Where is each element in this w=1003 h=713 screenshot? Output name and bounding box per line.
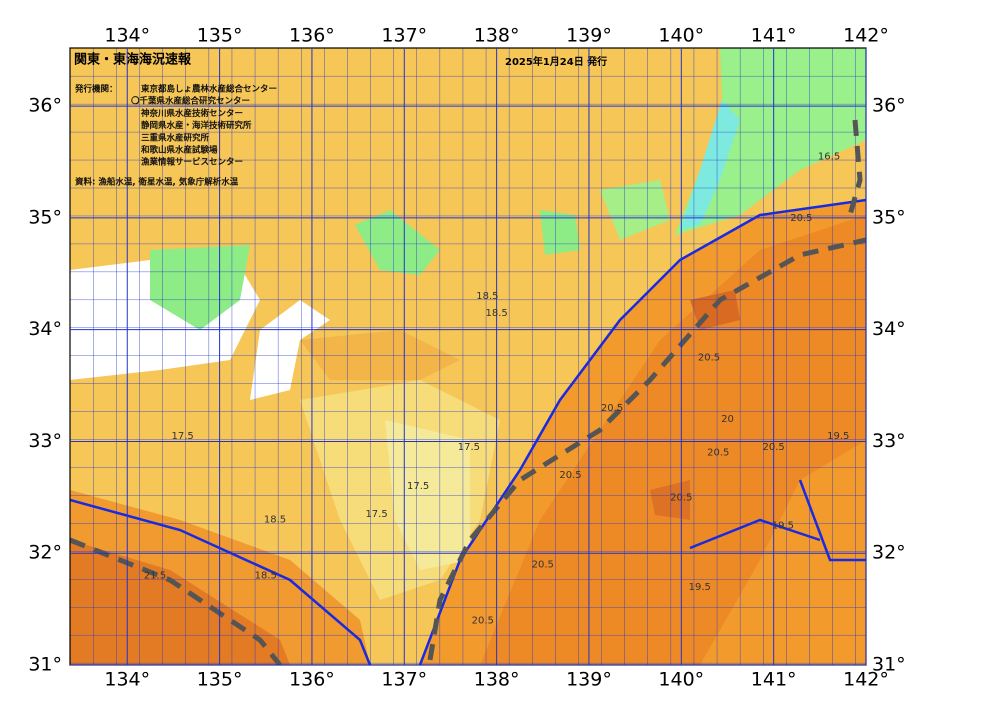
credits-label: 発行機関： — [74, 84, 118, 95]
contour-label: 20.5 — [670, 492, 692, 503]
contour-label: 20 — [721, 414, 734, 425]
lon-label: 136° — [289, 669, 335, 691]
contour-label: 20.5 — [559, 470, 581, 481]
lon-label: 135° — [197, 669, 243, 691]
contour-label: 18.5 — [264, 515, 286, 526]
lon-label: 137° — [381, 669, 427, 691]
contour-label: 17.5 — [172, 431, 194, 442]
lat-label: 36° — [28, 95, 62, 117]
lon-label: 138° — [474, 669, 520, 691]
agency: 和歌山県水産試験場 — [141, 145, 218, 156]
contour-label: 16.5 — [818, 151, 840, 162]
lon-label: 136° — [289, 25, 335, 47]
lat-label: 36° — [872, 95, 906, 117]
lon-label: 141° — [751, 25, 797, 47]
issue-date: 2025年1月24日 発行 — [505, 55, 607, 68]
lon-label: 140° — [658, 25, 704, 47]
lat-label: 33° — [872, 430, 906, 452]
lon-label: 139° — [566, 669, 612, 691]
contour-label: 20.5 — [763, 442, 785, 453]
contour-label: 18.5 — [255, 571, 277, 582]
lat-label: 32° — [28, 542, 62, 564]
lon-label: 142° — [843, 25, 889, 47]
lat-label: 34° — [28, 318, 62, 340]
lon-label: 134° — [104, 669, 150, 691]
agency: 神奈川県水産技術センター — [141, 108, 243, 119]
lat-label: 34° — [872, 318, 906, 340]
contour-label: 17.5 — [365, 509, 387, 520]
lat-label: 35° — [28, 206, 62, 228]
lat-label: 35° — [872, 206, 906, 228]
contour-label: 18.5 — [485, 308, 507, 319]
contour-label: 21.5 — [144, 571, 166, 582]
agency: 静岡県水産・海洋技術研究所 — [141, 120, 252, 131]
contour-label: 20.5 — [532, 559, 554, 570]
lon-label: 141° — [751, 669, 797, 691]
contour-label: 20.5 — [601, 403, 623, 414]
agency: 東京都島しょ農林水産総合センター — [141, 84, 277, 95]
lon-label: 142° — [843, 669, 889, 691]
contour-label: 17.5 — [407, 481, 429, 492]
contour-label: 20.5 — [790, 213, 812, 224]
lat-label: 31° — [872, 654, 906, 676]
contour-label: 17.5 — [458, 442, 480, 453]
lon-label: 138° — [474, 25, 520, 47]
lon-label: 135° — [197, 25, 243, 47]
agency: 三重県水産研究所 — [141, 132, 210, 143]
contour-label: 20.5 — [698, 353, 720, 364]
lat-label: 33° — [28, 430, 62, 452]
contour-label: 18.5 — [476, 291, 498, 302]
contour-label: 20.5 — [707, 448, 729, 459]
contour-label: 19.5 — [827, 431, 849, 442]
lat-label: 31° — [28, 654, 62, 676]
agency: 漁業情報サービスセンター — [141, 157, 243, 168]
contour-label: 19.5 — [772, 520, 794, 531]
contour-label: 19.5 — [689, 582, 711, 593]
lon-label: 137° — [381, 25, 427, 47]
map-title: 関東・東海海況速報 — [74, 52, 192, 68]
lon-label: 139° — [566, 25, 612, 47]
contour-label: 20.5 — [472, 615, 494, 626]
lon-label: 134° — [104, 25, 150, 47]
data-source: 資料: 漁船水温, 衛星水温, 気象庁解析水温 — [74, 177, 239, 188]
lon-label: 140° — [658, 669, 704, 691]
agency: 〇千葉県水産総合研究センター — [131, 96, 250, 107]
lat-label: 32° — [872, 542, 906, 564]
